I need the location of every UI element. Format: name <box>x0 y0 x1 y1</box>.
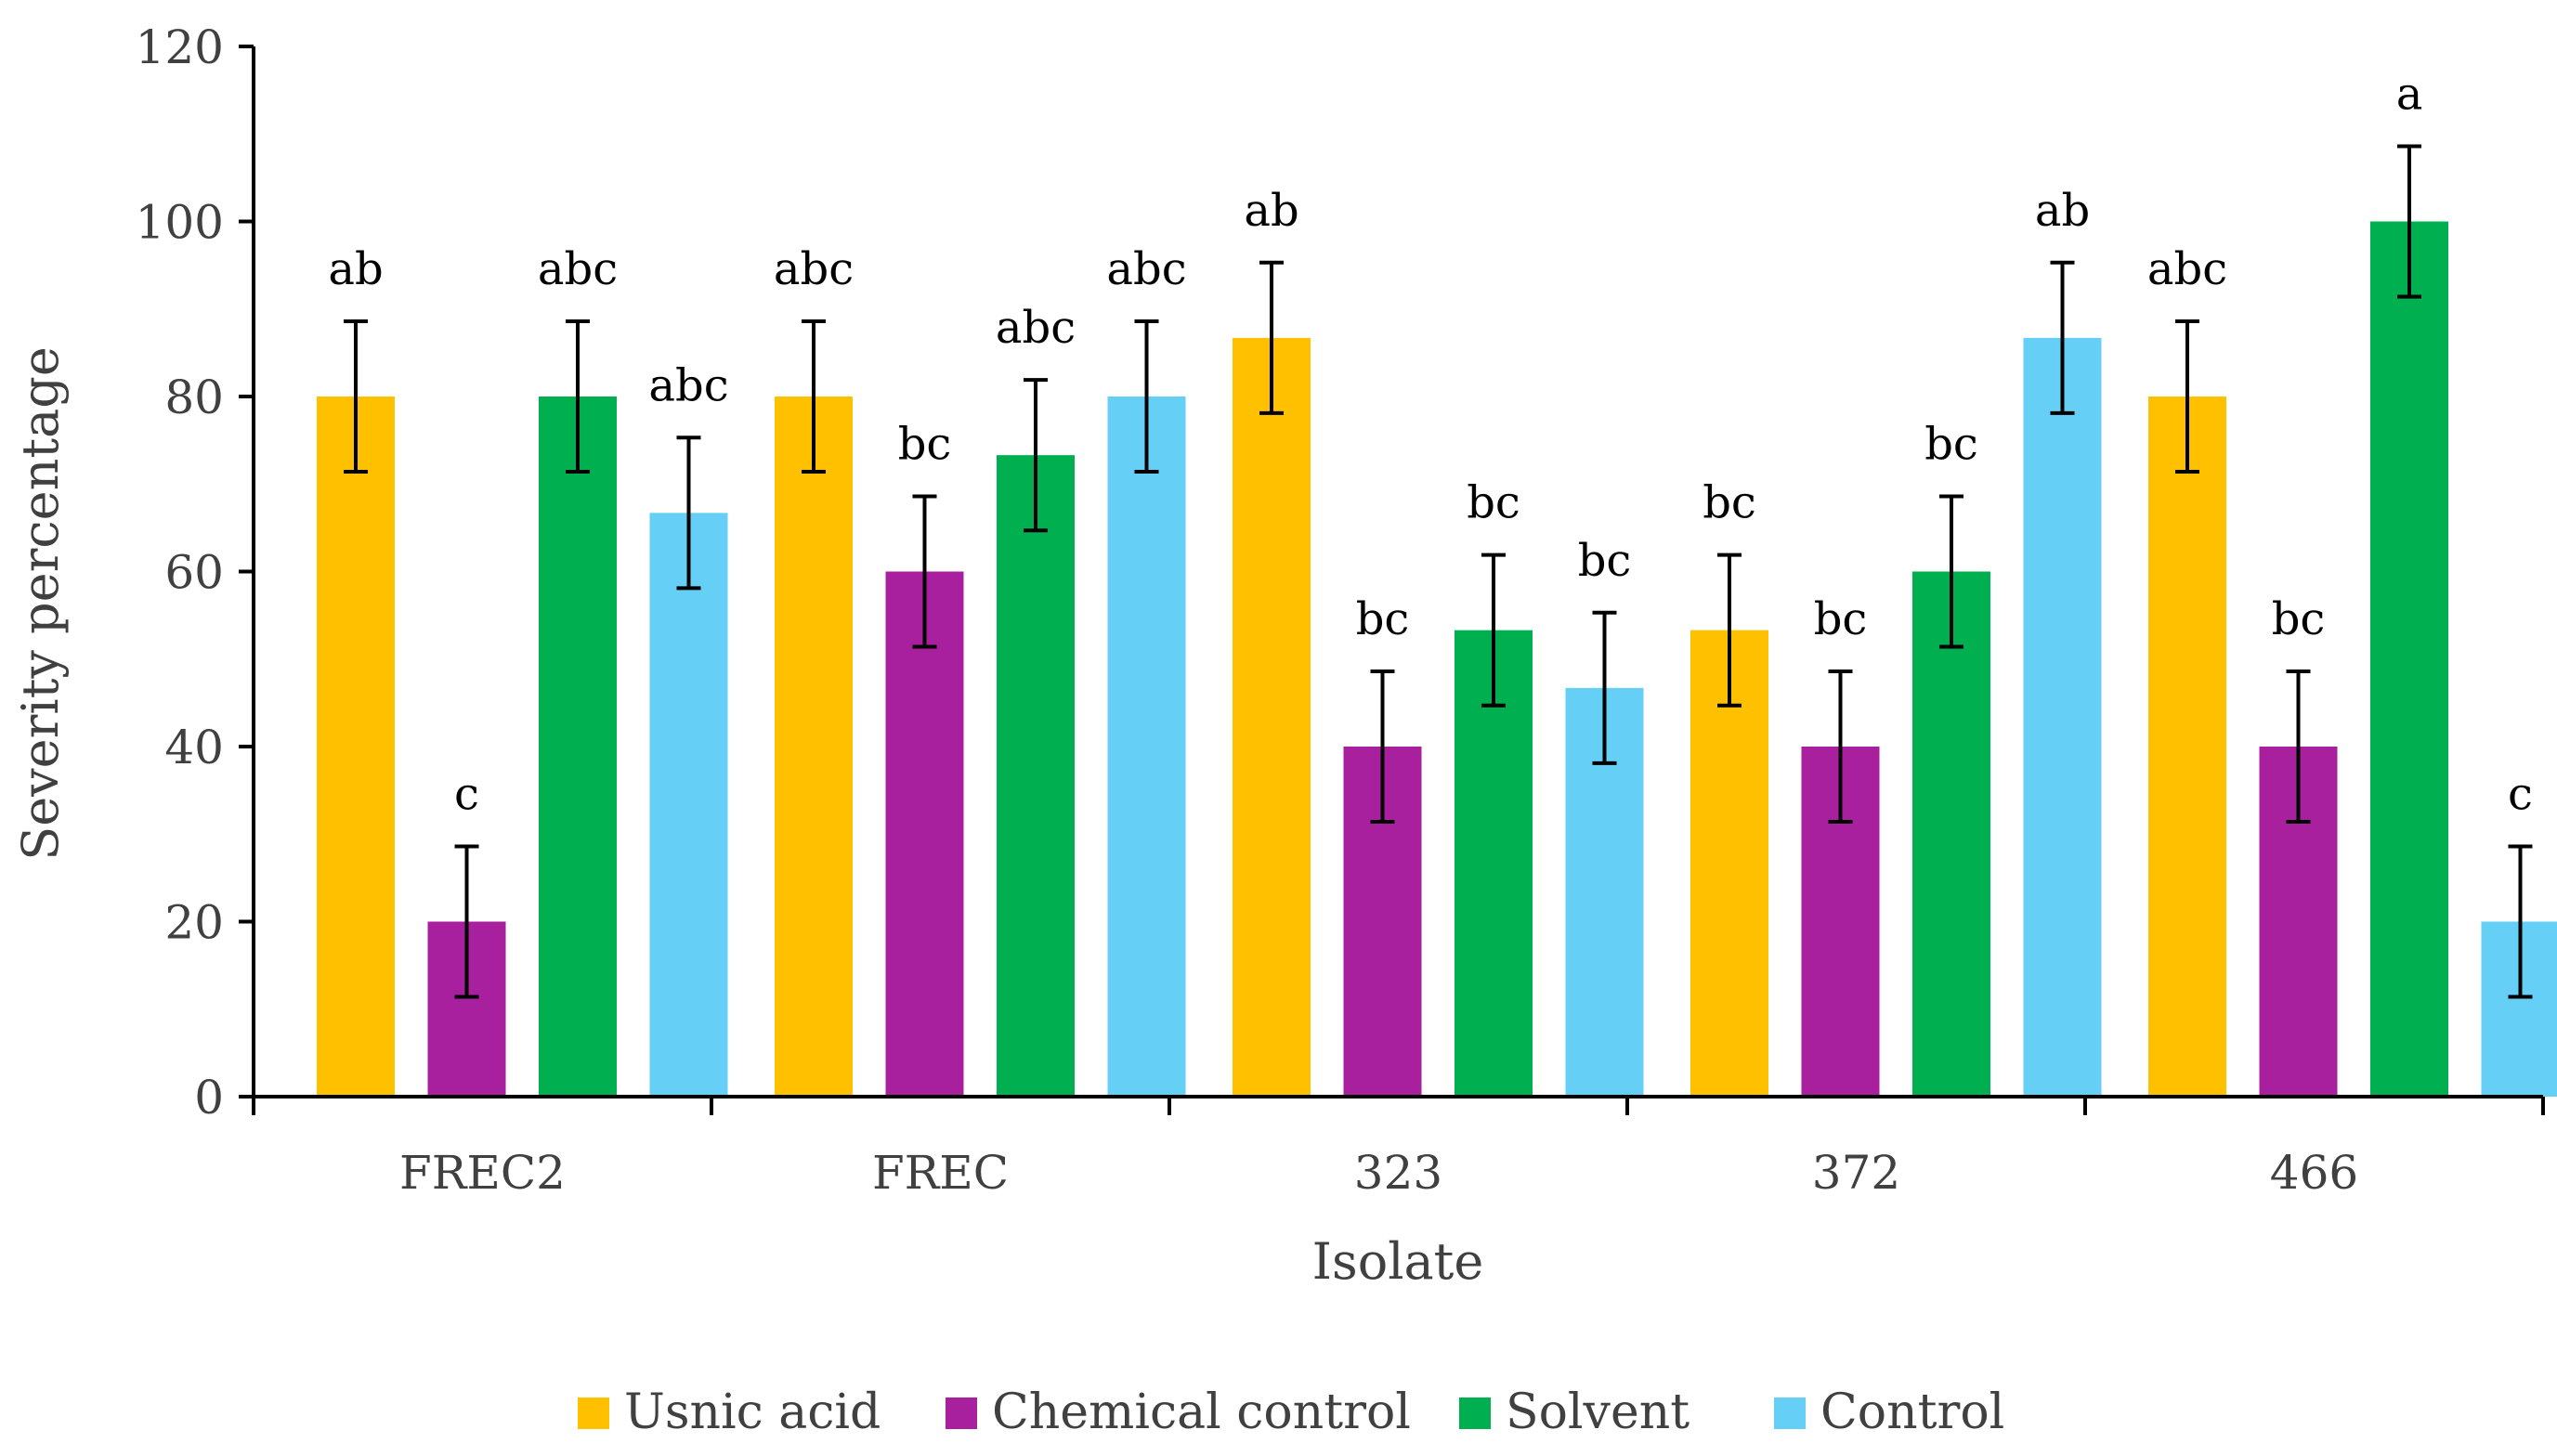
y-tick-label: 40 <box>164 721 224 774</box>
significance-letter: abc <box>1106 243 1186 295</box>
significance-letter: bc <box>898 418 952 470</box>
bar <box>1455 630 1533 1097</box>
x-tick-label: FREC <box>872 1146 1009 1200</box>
x-tick-label: 323 <box>1354 1146 1442 1200</box>
bar <box>317 396 395 1097</box>
legend-label: Usnic acid <box>624 1384 881 1440</box>
significance-letter: a <box>2396 68 2423 120</box>
significance-letter: bc <box>1467 477 1520 529</box>
significance-letter: c <box>2508 768 2533 820</box>
legend-label: Chemical control <box>992 1384 1411 1440</box>
significance-letter: abc <box>2147 243 2227 295</box>
bar <box>1233 337 1311 1097</box>
bar <box>997 455 1075 1098</box>
significance-letter: bc <box>1356 593 1410 645</box>
legend-swatch <box>1459 1398 1491 1429</box>
significance-letter: bc <box>1814 593 1868 645</box>
bar <box>885 571 964 1097</box>
x-axis-title: Isolate <box>1312 1232 1484 1291</box>
significance-letter: abc <box>648 359 728 411</box>
bar <box>2023 337 2102 1097</box>
bar <box>539 396 617 1097</box>
bar <box>1107 396 1186 1097</box>
legend-label: Solvent <box>1506 1384 1689 1440</box>
bar <box>2370 221 2448 1097</box>
y-tick-label: 0 <box>194 1071 224 1124</box>
axes-layer <box>252 46 2543 1098</box>
significance-letter: ab <box>1244 185 1298 237</box>
significance-letter: abc <box>774 243 854 295</box>
significance-letter: bc <box>1702 477 1756 529</box>
significance-letter: ab <box>328 243 383 295</box>
bar <box>2148 396 2226 1097</box>
bar <box>1690 630 1768 1097</box>
legend-swatch <box>946 1398 977 1429</box>
legend-label: Control <box>1820 1384 2004 1440</box>
significance-letter: ab <box>2035 185 2090 237</box>
y-tick-label: 100 <box>136 196 224 250</box>
y-tick-label: 80 <box>164 370 224 424</box>
y-tick-label: 120 <box>136 20 224 74</box>
significance-letter: abc <box>996 302 1076 354</box>
bar <box>1912 571 1990 1097</box>
bars-layer: abcabcabcabcbcabcabcabbcbcbcbcbcbcababcb… <box>317 68 2557 1098</box>
legend: Usnic acid Chemical control Solvent Control <box>578 1384 2004 1440</box>
significance-letter: c <box>454 768 479 820</box>
bar <box>775 396 853 1097</box>
legend-swatch <box>1774 1398 1806 1429</box>
bar <box>649 513 728 1097</box>
y-axis-title: Severity percentage <box>11 346 70 861</box>
significance-letter: bc <box>2272 593 2326 645</box>
y-axis-layer: 0 20 40 60 80 100 120 FREC2 FREC 323 372 466 <box>136 20 2545 1200</box>
x-tick-label: FREC2 <box>399 1146 566 1200</box>
significance-letter: bc <box>1924 418 1978 470</box>
x-tick-label: 372 <box>1812 1146 1900 1200</box>
significance-letter: abc <box>538 243 618 295</box>
x-tick-label: 466 <box>2270 1146 2358 1200</box>
y-tick-label: 20 <box>164 896 224 950</box>
legend-swatch <box>578 1398 609 1429</box>
significance-letter: bc <box>1578 535 1632 587</box>
y-tick-label: 60 <box>164 546 224 600</box>
